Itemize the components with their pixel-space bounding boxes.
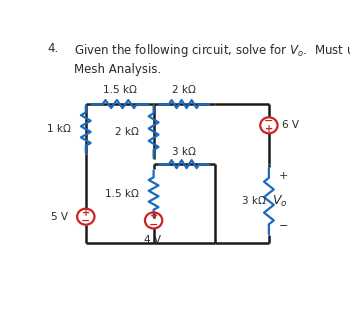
Text: 4 V: 4 V	[144, 235, 161, 245]
Text: 5 V: 5 V	[51, 212, 68, 222]
Text: −: −	[264, 116, 274, 126]
Text: 1.5 kΩ: 1.5 kΩ	[103, 84, 136, 95]
Text: 2 kΩ: 2 kΩ	[172, 84, 196, 95]
Text: +: +	[149, 212, 158, 221]
Text: −: −	[278, 221, 288, 231]
Text: 2 kΩ: 2 kΩ	[115, 127, 139, 136]
Text: 3 kΩ: 3 kΩ	[242, 196, 266, 206]
Text: 6 V: 6 V	[282, 120, 299, 130]
Text: +: +	[265, 124, 273, 134]
Text: Mesh Analysis.: Mesh Analysis.	[74, 63, 161, 76]
Text: +: +	[82, 208, 90, 218]
Text: +: +	[278, 171, 288, 181]
Text: 1 kΩ: 1 kΩ	[47, 124, 71, 134]
Text: 4.: 4.	[48, 42, 59, 55]
Text: $V_o$: $V_o$	[272, 193, 287, 209]
Text: −: −	[149, 219, 158, 229]
Text: 1.5 kΩ: 1.5 kΩ	[105, 188, 139, 199]
Text: Given the following circuit, solve for $V_o$.  Must use: Given the following circuit, solve for $…	[74, 42, 350, 58]
Text: −: −	[81, 216, 91, 226]
Text: 3 kΩ: 3 kΩ	[172, 147, 196, 157]
